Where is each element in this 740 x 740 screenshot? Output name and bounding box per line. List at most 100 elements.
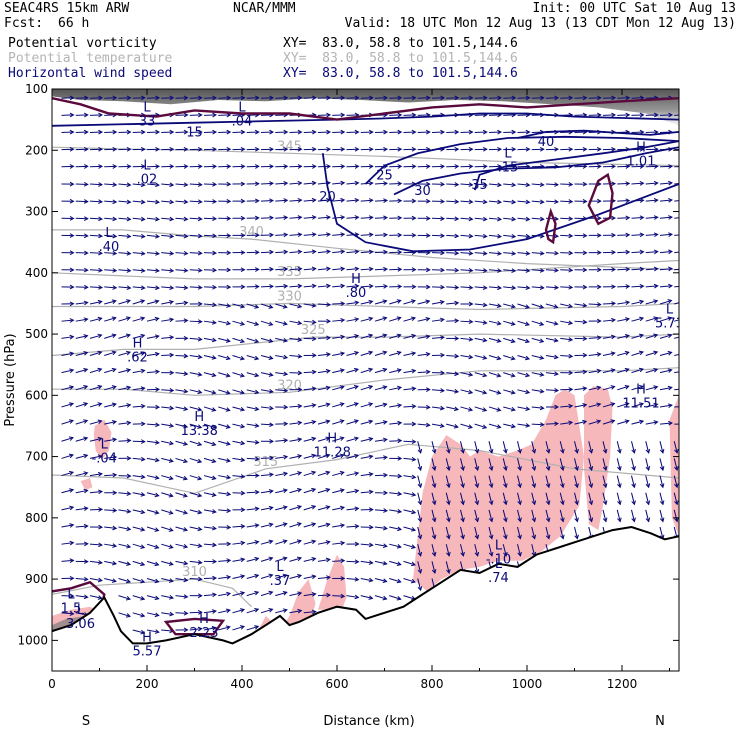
wind-arrow	[161, 200, 174, 203]
wind-arrow	[175, 252, 188, 255]
wind-arrow-head	[240, 574, 246, 579]
wind-arrow-head	[183, 250, 189, 256]
wind-arrow-head	[326, 164, 332, 169]
wind-arrow-head	[197, 626, 203, 632]
wind-arrow	[517, 337, 530, 343]
wind-arrow-head	[440, 284, 446, 290]
wind-arrow-head	[397, 129, 403, 135]
wind-arrow	[104, 252, 117, 255]
wind-arrow-head	[668, 146, 674, 152]
wind-arrow-head	[226, 267, 232, 273]
wind-arrow	[659, 492, 664, 505]
wind-arrow-head	[525, 95, 531, 101]
wind-arrow	[332, 216, 345, 219]
wind-arrow	[389, 299, 401, 305]
wind-arrow	[303, 540, 316, 545]
wind-arrow-head	[383, 455, 388, 460]
wind-arrow-head	[582, 112, 588, 118]
wind-arrow	[545, 475, 550, 488]
wind-arrow	[317, 216, 330, 219]
wind-arrow-head	[440, 352, 446, 358]
wind-arrow	[303, 488, 316, 494]
wind-arrow	[588, 370, 601, 374]
wind-arrow-head	[425, 422, 431, 428]
wind-arrow-head	[667, 403, 673, 408]
wind-arrow	[360, 234, 373, 236]
wind-arrow-head	[240, 146, 246, 152]
wind-arrow-head	[454, 146, 460, 152]
wind-arrow-head	[539, 372, 545, 377]
pv-contour-1.5	[52, 97, 679, 121]
wind-arrow	[659, 285, 672, 288]
wind-arrow-head	[226, 146, 232, 152]
wind-arrow-head	[69, 181, 75, 187]
wind-arrow-head	[454, 267, 460, 273]
wind-arrow	[332, 386, 344, 391]
wind-arrow-head	[239, 338, 245, 344]
wind-arrow	[602, 302, 616, 305]
wind-arrow	[218, 389, 230, 394]
wind-arrow	[317, 558, 330, 562]
wind-arrow-head	[68, 436, 74, 441]
wind-arrow	[275, 523, 287, 528]
wind-arrow	[346, 454, 359, 459]
wind-arrow-head	[168, 527, 174, 532]
wind-arrow	[559, 492, 564, 505]
wind-arrow-head	[339, 402, 345, 407]
wind-arrow-head	[497, 182, 502, 188]
wind-arrow-head	[268, 608, 274, 613]
wind-arrow-head	[169, 216, 175, 222]
wind-arrow	[132, 286, 145, 289]
wind-arrow	[303, 371, 316, 374]
wind-arrow	[332, 454, 344, 459]
wind-arrow-head	[568, 320, 574, 326]
wind-arrow-head	[254, 215, 260, 221]
wind-arrow-head	[269, 95, 275, 101]
y-tick-label: 900	[25, 572, 48, 586]
wind-arrow-head	[254, 372, 260, 378]
wind-arrow-head	[460, 517, 465, 523]
wind-arrow-head	[311, 539, 317, 545]
wind-arrow	[460, 337, 473, 341]
wind-arrow	[645, 509, 650, 522]
wind-arrow-head	[560, 466, 565, 472]
wind-arrow	[203, 475, 216, 480]
wind-arrow	[317, 370, 330, 374]
wind-arrow	[275, 355, 288, 359]
wind-arrow-head	[668, 215, 673, 220]
wind-arrow-head	[268, 505, 274, 511]
wind-arrow-head	[625, 146, 631, 152]
wind-arrow-head	[560, 534, 565, 540]
wind-arrow	[203, 234, 217, 237]
wind-arrow-head	[112, 490, 118, 496]
wind-arrow	[531, 372, 544, 376]
wind-arrow-head	[69, 284, 75, 290]
wind-arrow-head	[183, 164, 189, 169]
wind-arrow-head	[667, 368, 673, 373]
wind-arrow-head	[510, 423, 516, 429]
wind-arrow-head	[625, 232, 631, 238]
wind-arrow	[417, 371, 430, 374]
wind-arrow-head	[354, 232, 360, 237]
wind-arrow-head	[269, 146, 275, 152]
wind-arrow-head	[296, 505, 302, 510]
wind-arrow-head	[268, 489, 274, 494]
wind-arrow-head	[226, 524, 232, 530]
wind-arrow	[303, 593, 316, 597]
wind-arrow-head	[69, 523, 75, 528]
wind-arrow	[61, 403, 74, 408]
wind-arrow	[104, 269, 117, 272]
wind-arrow	[574, 475, 578, 488]
wind-arrow-head	[311, 249, 317, 255]
wind-arrow-head	[368, 384, 374, 390]
wind-arrow-head	[668, 266, 673, 272]
wind-arrow	[61, 612, 74, 615]
wind-arrow-head	[425, 316, 431, 322]
wind-arrow	[403, 578, 416, 583]
wind-arrow-head	[610, 334, 616, 340]
wind-arrow-head	[297, 283, 303, 289]
wind-arrow-head	[311, 470, 317, 476]
wind-arrow	[89, 217, 103, 220]
wind-arrow-head	[511, 182, 517, 188]
wind-arrow-head	[240, 524, 246, 529]
